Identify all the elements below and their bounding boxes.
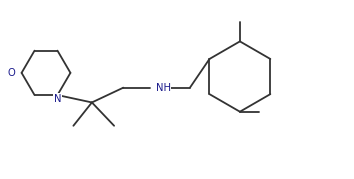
Text: NH: NH (156, 83, 171, 93)
Text: N: N (54, 94, 61, 104)
Text: O: O (8, 68, 16, 78)
